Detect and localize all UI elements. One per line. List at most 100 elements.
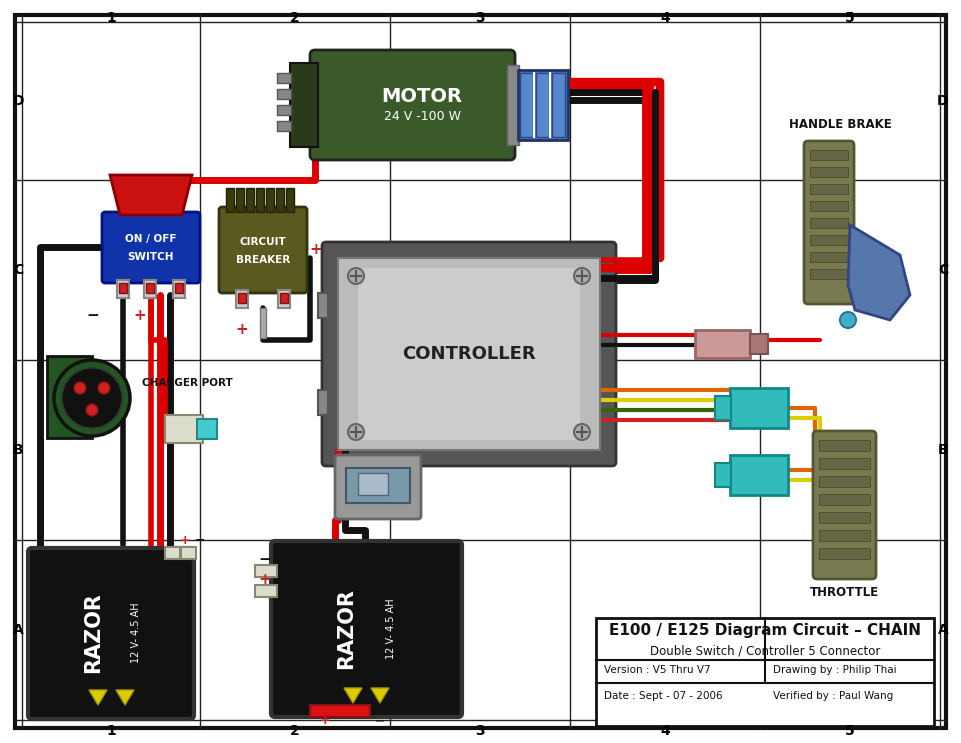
Text: BREAKER: BREAKER: [235, 255, 290, 265]
FancyBboxPatch shape: [102, 212, 200, 283]
FancyBboxPatch shape: [28, 548, 194, 719]
Text: 24 V -100 W: 24 V -100 W: [383, 111, 460, 123]
Bar: [750, 334, 768, 354]
FancyBboxPatch shape: [813, 431, 876, 579]
Text: HANDLE BRAKE: HANDLE BRAKE: [789, 118, 892, 132]
Bar: [715, 396, 731, 420]
Circle shape: [62, 368, 122, 428]
Bar: [338, 258, 600, 450]
Circle shape: [840, 312, 856, 328]
Bar: [520, 73, 533, 137]
Text: B: B: [938, 443, 949, 457]
Text: +: +: [320, 715, 331, 727]
FancyBboxPatch shape: [271, 541, 462, 717]
Bar: [358, 268, 580, 440]
Text: RAZOR: RAZOR: [83, 593, 103, 673]
Bar: [226, 188, 234, 212]
Text: CONTROLLER: CONTROLLER: [403, 345, 536, 363]
Bar: [165, 415, 203, 443]
Bar: [518, 70, 568, 140]
Bar: [536, 73, 549, 137]
FancyBboxPatch shape: [335, 455, 421, 519]
Circle shape: [74, 382, 86, 394]
Bar: [819, 458, 870, 469]
Bar: [277, 89, 291, 99]
FancyBboxPatch shape: [310, 50, 515, 160]
Text: −: −: [259, 553, 271, 568]
Circle shape: [54, 360, 130, 436]
Text: MOTOR: MOTOR: [382, 88, 462, 106]
Bar: [552, 73, 565, 137]
Text: THROTTLE: THROTTLE: [809, 586, 878, 600]
Text: D: D: [12, 94, 24, 108]
Text: −: −: [86, 308, 99, 322]
Text: B: B: [12, 443, 23, 457]
Text: 2: 2: [290, 11, 300, 25]
Text: 1: 1: [106, 11, 116, 25]
Bar: [144, 280, 156, 298]
Bar: [197, 419, 217, 439]
Bar: [236, 188, 244, 212]
Bar: [810, 201, 848, 211]
Circle shape: [574, 268, 590, 284]
Bar: [819, 512, 870, 523]
Bar: [277, 105, 291, 115]
Bar: [290, 63, 318, 147]
Bar: [810, 150, 848, 160]
Text: ON / OFF: ON / OFF: [125, 234, 177, 244]
Bar: [277, 73, 291, 83]
Bar: [310, 705, 370, 717]
FancyBboxPatch shape: [804, 141, 854, 304]
Bar: [819, 440, 870, 451]
Bar: [278, 290, 290, 308]
Bar: [255, 565, 277, 577]
Text: 12 V- 4.5 AH: 12 V- 4.5 AH: [386, 599, 396, 659]
Text: Double Switch / Controller 5 Connector: Double Switch / Controller 5 Connector: [650, 644, 880, 658]
Text: +: +: [309, 242, 322, 258]
Text: +: +: [259, 573, 271, 588]
Circle shape: [348, 424, 364, 440]
Bar: [507, 65, 519, 145]
Bar: [819, 530, 870, 541]
Text: 5: 5: [845, 11, 855, 25]
Bar: [173, 280, 185, 298]
Text: Date : Sept - 07 - 2006: Date : Sept - 07 - 2006: [604, 691, 723, 701]
Text: Version : V5 Thru V7: Version : V5 Thru V7: [604, 665, 710, 675]
Bar: [280, 293, 288, 303]
Text: 3: 3: [475, 11, 484, 25]
Text: −: −: [195, 533, 206, 547]
Bar: [117, 280, 129, 298]
Bar: [819, 494, 870, 505]
Text: D: D: [937, 94, 949, 108]
Bar: [819, 548, 870, 559]
Text: C: C: [938, 263, 949, 277]
Text: 12 V- 4.5 AH: 12 V- 4.5 AH: [131, 603, 141, 663]
Bar: [260, 308, 266, 338]
Bar: [119, 283, 127, 293]
Bar: [255, 585, 277, 597]
Text: C: C: [12, 263, 23, 277]
Text: Verified by : Paul Wang: Verified by : Paul Wang: [773, 691, 894, 701]
Bar: [165, 547, 180, 559]
Text: Drawing by : Philip Thai: Drawing by : Philip Thai: [773, 665, 897, 675]
Bar: [715, 463, 731, 487]
FancyBboxPatch shape: [219, 207, 307, 293]
Text: RAZOR: RAZOR: [336, 588, 356, 669]
Bar: [276, 188, 284, 212]
Bar: [810, 235, 848, 245]
Text: CHARGER PORT: CHARGER PORT: [142, 378, 233, 388]
Bar: [256, 188, 264, 212]
Polygon shape: [848, 225, 910, 320]
Text: +: +: [180, 533, 190, 547]
FancyBboxPatch shape: [322, 242, 616, 466]
Text: 4: 4: [660, 724, 670, 738]
Bar: [277, 121, 291, 131]
Text: 4: 4: [660, 11, 670, 25]
Text: −: −: [375, 715, 385, 727]
Circle shape: [86, 404, 98, 416]
Polygon shape: [344, 688, 362, 703]
Text: CIRCUIT: CIRCUIT: [239, 237, 286, 247]
Bar: [246, 188, 254, 212]
Bar: [819, 476, 870, 487]
Text: 1: 1: [106, 724, 116, 738]
